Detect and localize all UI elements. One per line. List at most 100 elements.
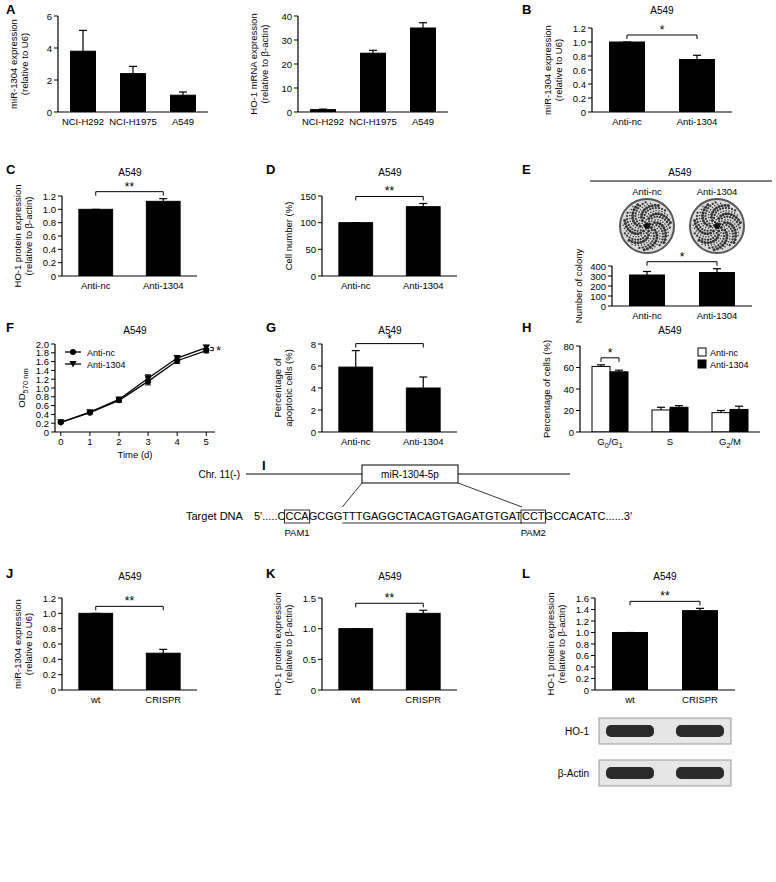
bar <box>406 613 440 690</box>
colony <box>656 221 659 224</box>
y-tick <box>318 410 322 411</box>
sequence-part: GCCACATC......3' <box>545 510 632 522</box>
bar-chart: HA549020406080Percentage of cells (%)G0/… <box>522 320 760 450</box>
y-tick <box>576 432 580 433</box>
blot-band <box>606 767 654 779</box>
colony <box>722 232 724 234</box>
chromosome-label: Chr. 11(-) <box>199 469 241 480</box>
colony <box>701 228 703 230</box>
colony <box>656 244 658 246</box>
colony <box>713 217 715 219</box>
colony <box>706 232 709 235</box>
colony <box>629 236 631 238</box>
y-tick-label: 4 <box>47 43 52 54</box>
colony <box>717 234 720 237</box>
colony <box>730 213 733 216</box>
y-tick <box>294 40 298 41</box>
colony <box>701 240 704 243</box>
colony <box>665 216 668 219</box>
x-tick-label: 5 <box>204 436 209 447</box>
marks <box>592 365 748 432</box>
colony <box>726 221 729 224</box>
y-tick <box>591 667 595 668</box>
colony <box>721 229 723 231</box>
chart-title: A549 <box>118 167 142 178</box>
colony <box>647 234 650 237</box>
bar <box>613 633 648 691</box>
colony <box>661 238 663 240</box>
y-axis-line <box>321 598 322 690</box>
colony <box>732 214 735 217</box>
y-tick-label: 8 <box>311 339 316 350</box>
y-axis-label: apoptotic cells (%) <box>283 349 294 427</box>
colony <box>639 232 642 235</box>
y-tick-label: 6 <box>311 361 316 372</box>
point <box>58 419 64 425</box>
colony <box>704 215 706 217</box>
colony <box>662 235 664 237</box>
y-axis-label: miR-1304 expression <box>8 19 19 109</box>
colony <box>650 235 652 237</box>
colony-plate <box>690 199 744 253</box>
colony <box>652 238 654 240</box>
colony <box>717 209 719 211</box>
y-tick <box>54 80 58 81</box>
x-axis-line <box>322 431 457 432</box>
line-chart: FA54900.20.40.60.81.01.21.41.61.82.0OD57… <box>6 320 221 460</box>
y-tick-label: 60 <box>563 362 574 373</box>
colony <box>667 228 669 230</box>
colony <box>655 234 658 237</box>
colony <box>734 235 737 238</box>
colony <box>659 216 661 218</box>
colony <box>692 225 694 227</box>
colony <box>653 210 655 212</box>
colony <box>708 236 710 238</box>
colony <box>633 232 636 235</box>
y-tick <box>588 112 592 113</box>
legend-label: Anti-nc <box>710 348 739 358</box>
colony <box>646 247 649 250</box>
crispr-diagram: IChr. 11(-)miR-1304-5pTarget DNA5'.....C… <box>186 458 632 538</box>
plate-center <box>644 223 650 229</box>
colony <box>730 227 732 229</box>
bar <box>339 223 373 276</box>
y-tick-label: 1.5 <box>303 593 316 604</box>
colony <box>734 223 736 225</box>
colony <box>725 207 727 209</box>
colony <box>715 219 717 221</box>
colony <box>659 233 661 235</box>
colony <box>713 243 715 245</box>
gene-label: miR-1304-5p <box>381 469 439 480</box>
y-tick <box>58 690 62 691</box>
colony <box>667 231 669 233</box>
colony <box>653 235 655 237</box>
y-tick <box>608 276 612 277</box>
colony <box>661 217 663 219</box>
colony <box>661 211 663 213</box>
y-tick-label: 2 <box>47 75 52 86</box>
error-cap <box>419 376 427 377</box>
x-tick-label: 4 <box>175 436 180 447</box>
panel-letter: I <box>262 458 266 473</box>
colony <box>705 227 707 229</box>
bar-chart: GA54902468Percentage ofapoptotic cells (… <box>266 320 457 447</box>
colony <box>636 232 639 235</box>
colony <box>698 232 700 234</box>
colony <box>718 213 720 215</box>
legend-swatch <box>698 360 706 368</box>
y-axis-label: (relative to U6) <box>23 613 34 675</box>
y-axis-label: miR-1304 expression <box>12 599 23 689</box>
bar <box>700 273 735 307</box>
y-tick <box>608 306 612 307</box>
y-tick <box>591 644 595 645</box>
colony <box>645 206 648 209</box>
y-axis-label: HO-1 protein expression <box>272 593 283 696</box>
colony <box>649 208 651 210</box>
colony <box>711 222 713 224</box>
colony <box>629 212 631 214</box>
x-axis-line <box>62 689 197 690</box>
y-tick-label: 20 <box>563 405 574 416</box>
bar <box>670 407 688 432</box>
marks <box>610 42 715 112</box>
colony <box>631 214 634 217</box>
